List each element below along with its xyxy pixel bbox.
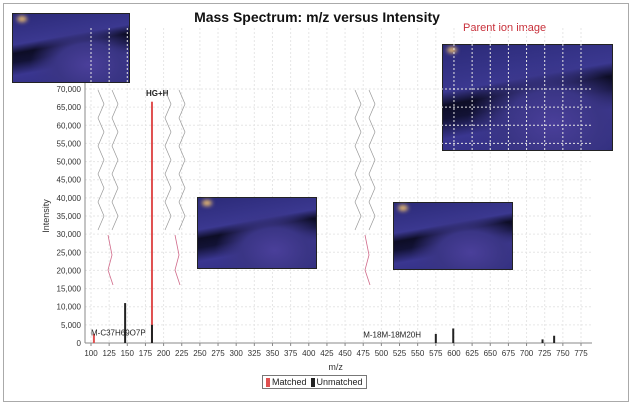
x-tick-label: 100 xyxy=(84,349,98,358)
x-tick-label: 675 xyxy=(502,349,516,358)
parent-ion-label: Parent ion image xyxy=(463,22,547,34)
molecule-headgroup xyxy=(107,234,114,286)
x-tick-label: 150 xyxy=(121,349,135,358)
y-tick-label: 40,000 xyxy=(57,194,82,203)
y-tick-label: 25,000 xyxy=(57,248,82,257)
ion-image-right xyxy=(393,202,513,270)
x-tick-label: 500 xyxy=(375,349,389,358)
molecule-structure xyxy=(97,89,105,231)
x-tick-label: 125 xyxy=(102,349,116,358)
y-tick-label: 35,000 xyxy=(57,212,82,221)
peak-annotation: M-18M-18M20H xyxy=(363,330,421,339)
x-tick-label: 775 xyxy=(574,349,588,358)
y-tick-label: 30,000 xyxy=(57,230,82,239)
x-tick-label: 700 xyxy=(520,349,534,358)
x-tick-label: 250 xyxy=(193,349,207,358)
x-axis-label: m/z xyxy=(328,362,343,372)
peak-unmatched xyxy=(124,303,127,343)
peak-unmatched xyxy=(434,333,437,343)
peak-annotation: HG+H xyxy=(146,89,169,98)
x-tick-label: 550 xyxy=(411,349,425,358)
peak-unmatched xyxy=(541,339,544,343)
chart-title: Mass Spectrum: m/z versus Intensity xyxy=(194,9,440,25)
y-tick-label: 65,000 xyxy=(57,103,82,112)
molecule-headgroup xyxy=(174,234,181,286)
peak-matched xyxy=(92,333,95,343)
x-tick-label: 175 xyxy=(139,349,153,358)
x-tick-label: 300 xyxy=(230,349,244,358)
peak-annotation: M-C37H69O7P xyxy=(91,329,146,338)
peak-matched xyxy=(150,101,153,343)
peak-unmatched xyxy=(553,335,556,343)
x-tick-label: 575 xyxy=(429,349,443,358)
y-tick-label: 60,000 xyxy=(57,121,82,130)
y-tick-label: 50,000 xyxy=(57,158,82,167)
molecule-structure xyxy=(178,89,186,231)
x-tick-label: 200 xyxy=(157,349,171,358)
y-tick-label: 15,000 xyxy=(57,285,82,294)
x-tick-label: 375 xyxy=(284,349,298,358)
legend-matched[interactable]: Matched xyxy=(266,377,307,388)
y-tick-label: 20,000 xyxy=(57,266,82,275)
x-tick-label: 450 xyxy=(338,349,352,358)
x-tick-label: 725 xyxy=(538,349,552,358)
peak-unmatched xyxy=(452,328,455,343)
x-tick-label: 625 xyxy=(465,349,479,358)
x-tick-label: 525 xyxy=(393,349,407,358)
parent-ion-image xyxy=(442,44,613,151)
molecule-structure xyxy=(354,89,362,231)
x-tick-label: 600 xyxy=(447,349,461,358)
y-tick-label: 45,000 xyxy=(57,176,82,185)
y-tick-label: 5,000 xyxy=(61,321,82,330)
ion-image-top-left xyxy=(12,13,130,83)
figure-frame xyxy=(3,3,629,402)
molecule-headgroup xyxy=(364,234,371,286)
x-tick-label: 325 xyxy=(248,349,262,358)
x-tick-label: 350 xyxy=(266,349,280,358)
y-tick-label: 70,000 xyxy=(57,85,82,94)
molecule-structure xyxy=(111,89,119,231)
y-tick-label: 10,000 xyxy=(57,303,82,312)
x-tick-label: 275 xyxy=(211,349,225,358)
x-tick-label: 225 xyxy=(175,349,189,358)
x-tick-label: 400 xyxy=(302,349,316,358)
y-axis-label: Intensity xyxy=(41,199,51,233)
molecule-structure xyxy=(164,89,172,231)
ion-image-middle xyxy=(197,197,317,269)
x-tick-label: 425 xyxy=(320,349,334,358)
y-tick-label: 55,000 xyxy=(57,139,82,148)
legend: Matched Unmatched xyxy=(262,375,367,390)
x-tick-label: 650 xyxy=(484,349,498,358)
x-tick-label: 750 xyxy=(556,349,570,358)
molecule-structure xyxy=(368,89,376,231)
legend-unmatched[interactable]: Unmatched xyxy=(310,377,363,388)
peak-unmatched xyxy=(150,324,153,343)
y-tick-label: 0 xyxy=(77,339,82,348)
x-tick-label: 475 xyxy=(357,349,371,358)
